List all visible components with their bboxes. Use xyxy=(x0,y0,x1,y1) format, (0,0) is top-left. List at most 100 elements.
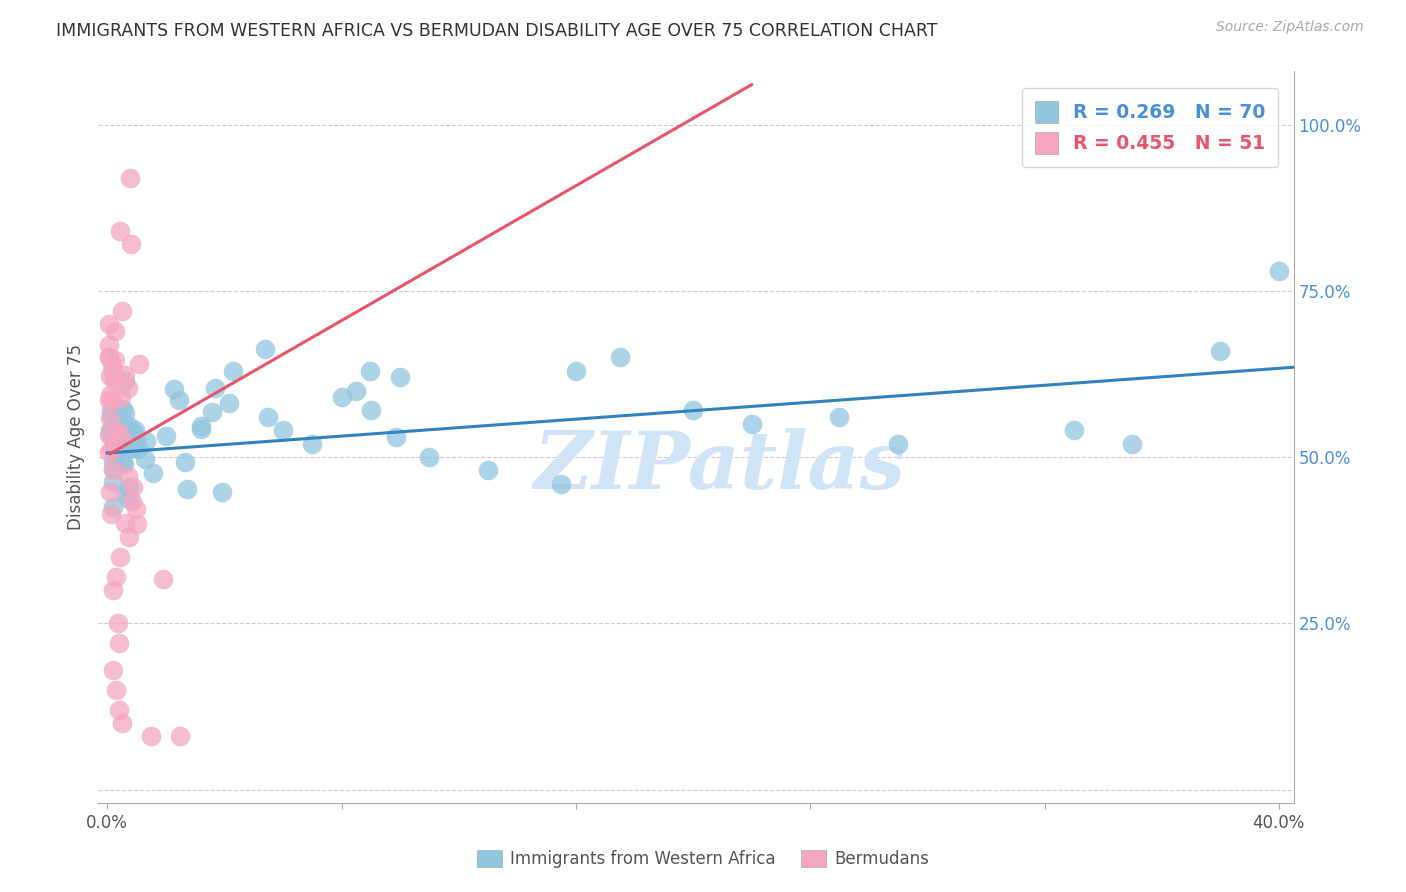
Point xyxy=(114,405,136,419)
Point xyxy=(118,480,141,494)
Point xyxy=(141,729,163,743)
Point xyxy=(110,440,132,454)
Point xyxy=(103,439,125,453)
Point xyxy=(108,224,131,238)
Point xyxy=(114,374,136,388)
Point xyxy=(98,485,121,500)
Text: ZIPatlas: ZIPatlas xyxy=(534,427,905,505)
Point xyxy=(98,423,121,437)
Point xyxy=(221,364,243,378)
Point xyxy=(110,419,132,434)
Point xyxy=(122,425,145,440)
Point xyxy=(1268,264,1291,278)
Point xyxy=(117,492,139,507)
Point xyxy=(97,337,120,351)
Legend: R = 0.269   N = 70, R = 0.455   N = 51: R = 0.269 N = 70, R = 0.455 N = 51 xyxy=(1022,88,1278,167)
Point xyxy=(107,616,129,631)
Point xyxy=(174,455,197,469)
Point xyxy=(101,500,124,514)
Point xyxy=(120,170,142,185)
Point xyxy=(254,343,277,357)
Point xyxy=(98,427,121,442)
Point xyxy=(344,384,367,398)
Point xyxy=(1209,343,1232,358)
Point xyxy=(190,422,212,436)
Point xyxy=(176,483,198,497)
Point xyxy=(112,457,135,471)
Point xyxy=(124,423,146,437)
Text: IMMIGRANTS FROM WESTERN AFRICA VS BERMUDAN DISABILITY AGE OVER 75 CORRELATION CH: IMMIGRANTS FROM WESTERN AFRICA VS BERMUD… xyxy=(56,22,938,40)
Point xyxy=(101,463,124,477)
Point xyxy=(101,462,124,476)
Point xyxy=(122,440,145,454)
Point xyxy=(114,368,136,383)
Point xyxy=(204,382,226,396)
Point xyxy=(98,387,121,401)
Point xyxy=(100,411,122,425)
Point xyxy=(565,363,588,377)
Point xyxy=(120,237,142,252)
Point xyxy=(117,381,139,395)
Point xyxy=(142,467,165,481)
Point xyxy=(100,403,122,417)
Point xyxy=(330,390,353,404)
Point xyxy=(101,358,124,372)
Point xyxy=(360,403,382,417)
Point xyxy=(100,394,122,409)
Point xyxy=(101,363,124,377)
Text: Source: ZipAtlas.com: Source: ZipAtlas.com xyxy=(1216,20,1364,34)
Point xyxy=(105,682,128,697)
Y-axis label: Disability Age Over 75: Disability Age Over 75 xyxy=(66,344,84,530)
Point xyxy=(103,455,125,469)
Point xyxy=(111,303,134,318)
Point xyxy=(218,396,240,410)
Point xyxy=(103,324,125,338)
Point xyxy=(163,382,186,396)
Point xyxy=(828,410,851,425)
Point xyxy=(1121,436,1143,450)
Point xyxy=(190,419,212,434)
Point xyxy=(111,401,134,416)
Point xyxy=(101,663,124,677)
Point xyxy=(108,636,131,650)
Point xyxy=(107,425,129,440)
Point xyxy=(117,469,139,483)
Point xyxy=(125,501,148,516)
Point xyxy=(100,442,122,456)
Point xyxy=(271,424,294,438)
Point xyxy=(125,434,148,448)
Point xyxy=(97,393,120,408)
Point xyxy=(359,364,381,378)
Point xyxy=(104,370,127,384)
Point xyxy=(104,434,127,448)
Point xyxy=(682,403,704,417)
Point xyxy=(112,425,135,439)
Point xyxy=(103,430,125,444)
Point xyxy=(105,427,128,442)
Point xyxy=(135,434,157,449)
Legend: Immigrants from Western Africa, Bermudans: Immigrants from Western Africa, Bermudan… xyxy=(471,843,935,875)
Point xyxy=(125,516,148,531)
Point xyxy=(105,570,128,584)
Point xyxy=(97,317,120,331)
Point xyxy=(169,729,191,743)
Point xyxy=(127,442,149,457)
Point xyxy=(418,450,440,464)
Point xyxy=(389,370,412,384)
Point xyxy=(118,419,141,434)
Point xyxy=(201,405,224,419)
Point xyxy=(741,417,763,431)
Point xyxy=(121,434,143,449)
Point xyxy=(550,476,572,491)
Point xyxy=(110,390,132,404)
Point xyxy=(477,463,499,477)
Point xyxy=(101,409,124,424)
Point xyxy=(257,410,280,425)
Point xyxy=(152,572,174,586)
Point xyxy=(118,530,141,544)
Point xyxy=(108,549,131,564)
Point xyxy=(887,436,910,450)
Point xyxy=(97,444,120,458)
Point xyxy=(111,716,134,731)
Point xyxy=(155,429,177,443)
